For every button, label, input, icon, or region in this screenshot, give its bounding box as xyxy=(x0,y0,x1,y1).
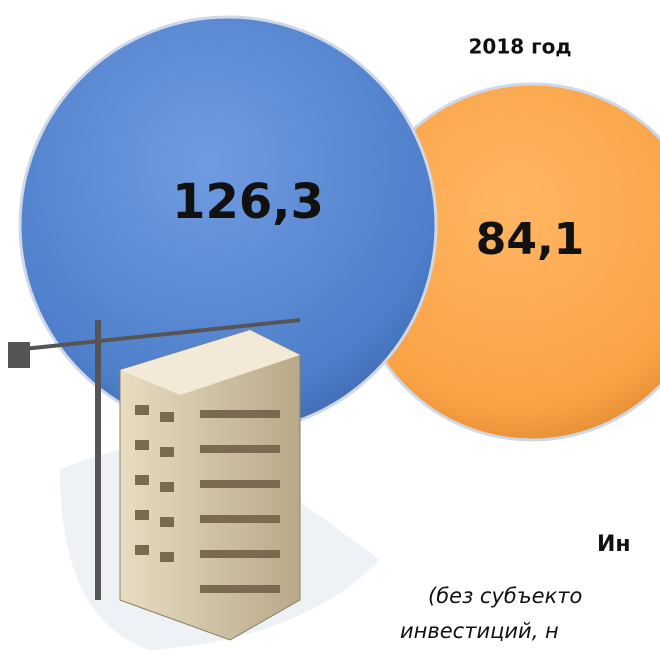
value-blue: 126,3 xyxy=(172,174,324,230)
value-orange: 84,1 xyxy=(476,214,585,265)
caption-line: инвестиций, н xyxy=(400,619,559,643)
year-label: 2018 год xyxy=(469,35,572,59)
building-illustration xyxy=(8,318,380,650)
caption-line: (без субъекто xyxy=(428,584,582,608)
caption-title: Ин xyxy=(597,532,631,557)
